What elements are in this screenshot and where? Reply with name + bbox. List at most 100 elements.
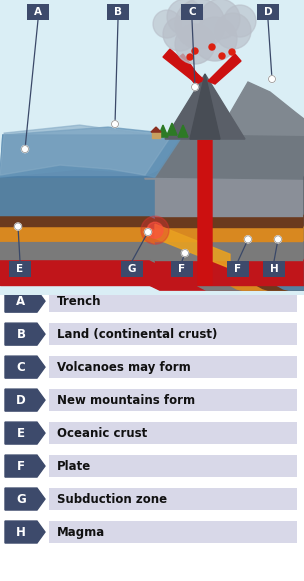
Polygon shape (0, 241, 304, 290)
Text: Plate: Plate (57, 460, 91, 472)
Text: C: C (17, 361, 25, 374)
Text: D: D (16, 393, 26, 407)
Polygon shape (177, 54, 202, 84)
FancyBboxPatch shape (9, 261, 31, 277)
Polygon shape (5, 323, 45, 345)
Bar (0, 216, 155, 227)
FancyBboxPatch shape (49, 422, 297, 444)
Circle shape (153, 10, 181, 38)
Text: A: A (16, 295, 26, 308)
FancyBboxPatch shape (263, 261, 285, 277)
Text: Volcanoes may form: Volcanoes may form (57, 361, 191, 374)
Text: G: G (16, 493, 26, 505)
Polygon shape (145, 115, 304, 179)
Circle shape (192, 84, 199, 91)
Circle shape (229, 49, 235, 55)
FancyBboxPatch shape (49, 356, 297, 378)
Bar (155, 260, 304, 285)
Text: A: A (34, 7, 42, 17)
Circle shape (193, 17, 237, 61)
FancyBboxPatch shape (49, 323, 297, 345)
Polygon shape (5, 356, 45, 378)
Text: F: F (178, 264, 185, 274)
Polygon shape (5, 455, 45, 477)
Circle shape (187, 54, 193, 60)
Bar (155, 227, 304, 241)
FancyBboxPatch shape (107, 4, 129, 20)
Bar (155, 241, 304, 260)
Circle shape (167, 0, 203, 35)
Polygon shape (5, 389, 45, 411)
Polygon shape (5, 290, 45, 312)
Text: Magma: Magma (57, 526, 105, 539)
Circle shape (147, 222, 163, 238)
Circle shape (200, 0, 240, 39)
Text: Land (continental crust): Land (continental crust) (57, 328, 217, 340)
Polygon shape (0, 127, 183, 177)
Circle shape (219, 53, 225, 59)
Polygon shape (215, 82, 304, 139)
FancyBboxPatch shape (121, 261, 143, 277)
Polygon shape (190, 74, 220, 139)
Polygon shape (0, 135, 183, 177)
Polygon shape (198, 94, 212, 285)
Bar (0, 260, 155, 285)
FancyBboxPatch shape (171, 261, 193, 277)
Polygon shape (151, 127, 161, 132)
Circle shape (141, 216, 169, 244)
Circle shape (224, 5, 256, 37)
Polygon shape (0, 177, 304, 290)
Circle shape (15, 223, 22, 230)
Circle shape (181, 250, 188, 257)
Circle shape (163, 17, 197, 51)
Text: D: D (264, 7, 272, 17)
Text: H: H (16, 526, 26, 539)
Circle shape (215, 13, 251, 49)
Text: B: B (114, 7, 122, 17)
Circle shape (112, 121, 119, 128)
Polygon shape (0, 125, 170, 175)
Polygon shape (158, 125, 168, 137)
Circle shape (175, 24, 215, 64)
Text: New mountains form: New mountains form (57, 393, 195, 407)
Polygon shape (5, 488, 45, 510)
Circle shape (268, 76, 275, 83)
Polygon shape (167, 123, 177, 135)
Polygon shape (163, 49, 203, 84)
Polygon shape (5, 521, 45, 543)
Polygon shape (0, 227, 304, 290)
Polygon shape (208, 54, 241, 84)
Text: Oceanic crust: Oceanic crust (57, 426, 147, 440)
Circle shape (144, 228, 151, 235)
Polygon shape (5, 422, 45, 444)
FancyBboxPatch shape (27, 4, 49, 20)
FancyBboxPatch shape (227, 261, 249, 277)
Text: Trench: Trench (57, 295, 102, 308)
Polygon shape (0, 216, 304, 290)
Polygon shape (165, 74, 245, 139)
FancyBboxPatch shape (49, 488, 297, 510)
Text: C: C (188, 7, 196, 17)
Circle shape (22, 146, 29, 153)
FancyBboxPatch shape (257, 4, 279, 20)
Circle shape (209, 44, 215, 50)
Bar (0, 241, 155, 260)
Polygon shape (178, 125, 188, 137)
FancyBboxPatch shape (49, 290, 297, 312)
Circle shape (244, 236, 251, 243)
Text: F: F (17, 460, 25, 472)
Bar (155, 177, 304, 216)
Polygon shape (155, 224, 230, 268)
Bar (0, 227, 155, 241)
Bar (155, 216, 304, 227)
Polygon shape (0, 260, 304, 290)
Text: E: E (16, 264, 24, 274)
FancyBboxPatch shape (49, 521, 297, 543)
Bar (0, 177, 155, 216)
Polygon shape (155, 135, 304, 179)
FancyBboxPatch shape (181, 4, 203, 20)
Text: F: F (234, 264, 242, 274)
Text: E: E (17, 426, 25, 440)
Circle shape (175, 0, 225, 49)
Bar (152, 132, 160, 138)
